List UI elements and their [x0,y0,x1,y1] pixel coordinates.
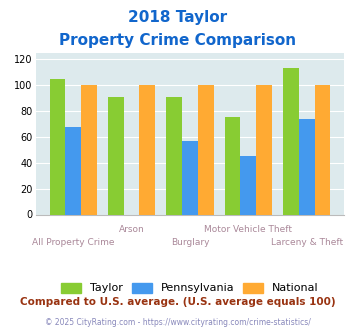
Bar [81,85,97,214]
Text: Burglary: Burglary [171,238,209,247]
Bar [140,85,155,214]
Text: 2018 Taylor: 2018 Taylor [128,10,227,25]
Bar [315,85,330,214]
Bar [198,85,214,214]
Bar [182,141,198,214]
Bar [283,68,299,215]
Text: Motor Vehicle Theft: Motor Vehicle Theft [204,225,292,234]
Bar [299,119,315,214]
Bar [50,79,65,214]
Text: Property Crime Comparison: Property Crime Comparison [59,33,296,48]
Text: © 2025 CityRating.com - https://www.cityrating.com/crime-statistics/: © 2025 CityRating.com - https://www.city… [45,318,310,327]
Text: Compared to U.S. average. (U.S. average equals 100): Compared to U.S. average. (U.S. average … [20,297,335,307]
Text: All Property Crime: All Property Crime [32,238,114,247]
Bar [256,85,272,214]
Legend: Taylor, Pennsylvania, National: Taylor, Pennsylvania, National [57,278,323,298]
Bar [225,117,240,214]
Bar [240,156,256,214]
Bar [108,97,124,214]
Text: Larceny & Theft: Larceny & Theft [271,238,343,247]
Text: Arson: Arson [119,225,144,234]
Bar [65,126,81,214]
Bar [166,97,182,214]
